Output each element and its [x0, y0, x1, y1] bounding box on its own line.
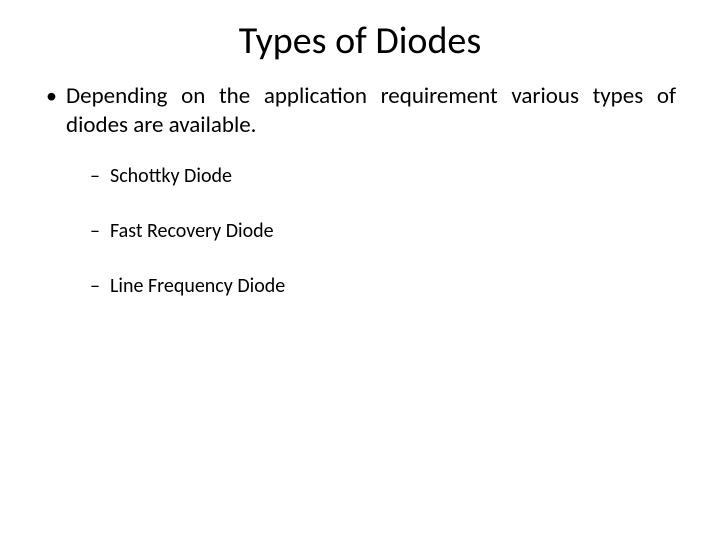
slide-title: Types of Diodes: [0, 0, 720, 82]
list-item: Fast Recovery Diode: [90, 219, 676, 244]
list-item: Depending on the application requirement…: [44, 82, 676, 299]
slide-body: Depending on the application requirement…: [0, 82, 720, 299]
list-item: Schottky Diode: [90, 164, 676, 189]
bullet-list-level2: Schottky Diode Fast Recovery Diode Line …: [66, 164, 676, 299]
list-item: Line Frequency Diode: [90, 274, 676, 299]
bullet-list-level1: Depending on the application requirement…: [44, 82, 676, 299]
slide: Types of Diodes Depending on the applica…: [0, 0, 720, 540]
list-item-text: Fast Recovery Diode: [110, 219, 274, 243]
list-item-text: Line Frequency Diode: [110, 274, 285, 298]
list-item-text: Depending on the application requirement…: [66, 82, 676, 139]
list-item-text: Schottky Diode: [110, 164, 232, 188]
